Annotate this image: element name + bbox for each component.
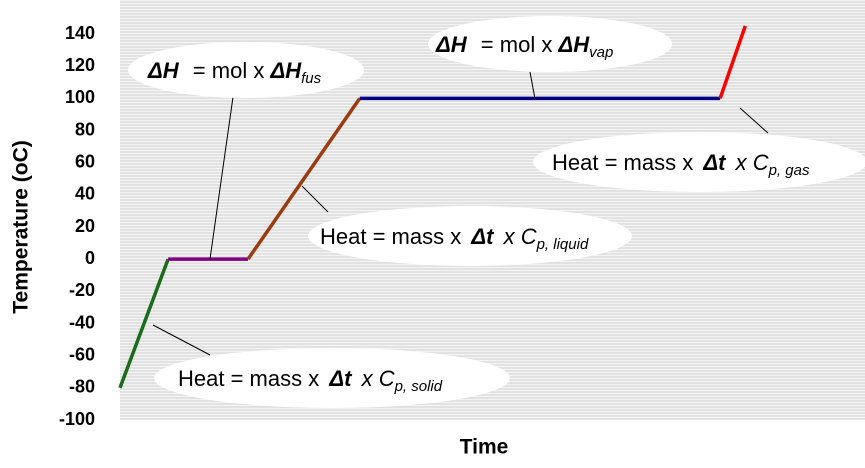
y-tick-label: 120 (65, 55, 95, 75)
y-tick-label: -20 (69, 280, 95, 300)
annotation-bubbles (128, 16, 865, 408)
series-line (718, 25, 747, 99)
annotation: Heat = mass x Δt x Cp, liquid (320, 224, 589, 253)
y-tick-label: 40 (75, 184, 95, 204)
y-tick-label: -40 (69, 312, 95, 332)
y-tick-label: -100 (59, 409, 95, 429)
x-axis-label: Time (460, 436, 509, 459)
y-tick-label: 0 (85, 248, 95, 268)
series-line (246, 97, 362, 261)
annotation: ΔH = mol x ΔHvap (435, 32, 613, 61)
leader-lines (152, 71, 769, 356)
y-tick-label: 20 (75, 216, 95, 236)
y-axis-label: Temperature (oC) (10, 140, 33, 313)
annotation: Heat = mass x Δt x Cp, solid (178, 366, 443, 395)
y-tick-label: 100 (65, 87, 95, 107)
y-tick-label: 60 (75, 151, 95, 171)
y-tick-label: 80 (75, 119, 95, 139)
y-tick-label: -60 (69, 344, 95, 364)
annotation: ΔH = mol x ΔHfus (147, 58, 322, 87)
series-line (118, 258, 170, 389)
y-tick-label: 140 (65, 23, 95, 43)
y-tick-label: -80 (69, 377, 95, 397)
annotation: Heat = mass x Δt x Cp, gas (552, 150, 810, 179)
